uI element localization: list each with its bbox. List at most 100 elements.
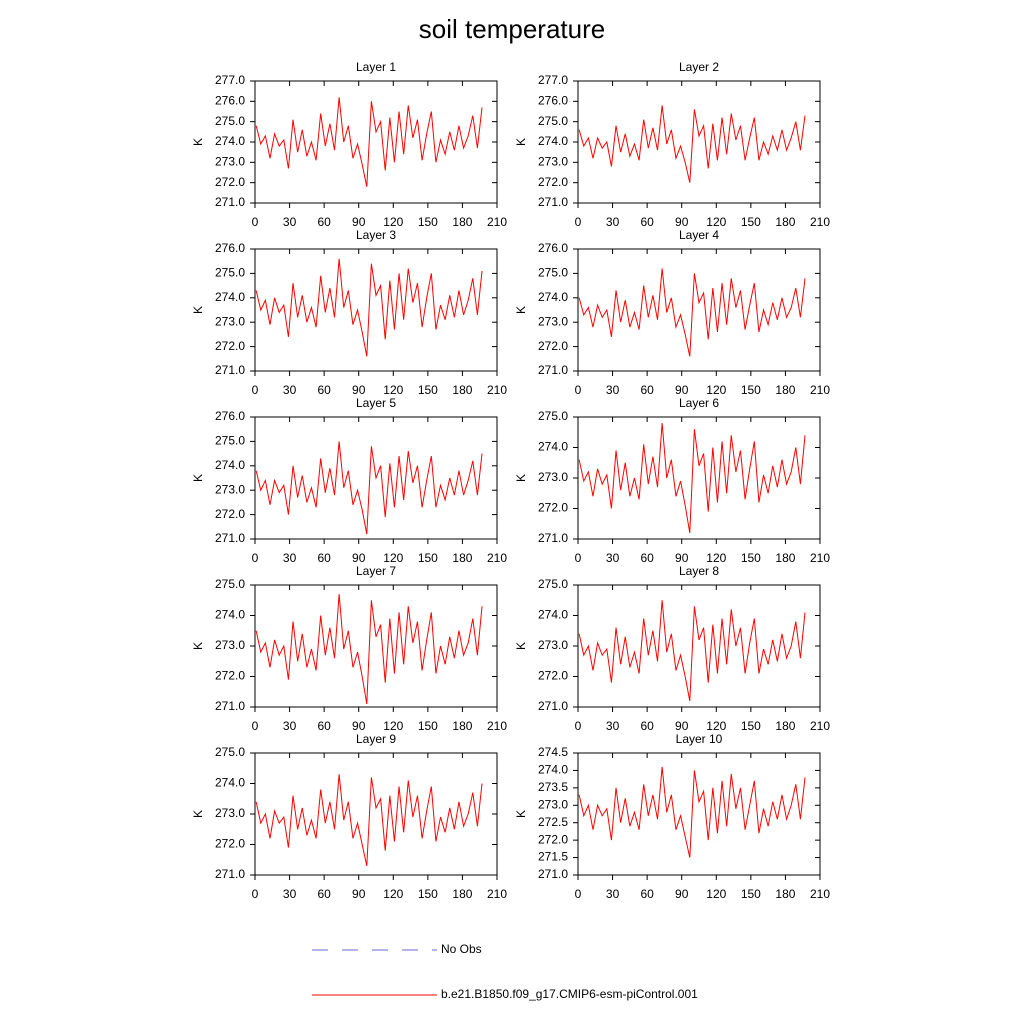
x-tick-label: 60 <box>317 887 331 901</box>
x-tick-label: 150 <box>418 719 438 733</box>
y-tick-label: 271.0 <box>215 363 245 377</box>
y-tick-label: 274.0 <box>215 608 245 622</box>
x-tick-label: 120 <box>706 215 726 229</box>
y-tick-label: 275.0 <box>215 434 245 448</box>
plot-frame <box>577 248 821 372</box>
y-tick-label: 271.0 <box>538 531 568 545</box>
y-axis-label: K <box>514 138 528 146</box>
x-tick-label: 210 <box>810 719 830 733</box>
data-line <box>578 600 806 701</box>
x-tick-label: 60 <box>317 551 331 565</box>
y-tick-label: 274.0 <box>538 763 568 777</box>
data-line <box>578 105 806 183</box>
x-tick-label: 0 <box>252 551 259 565</box>
x-tick-label: 60 <box>317 215 331 229</box>
y-tick-label: 273.5 <box>538 780 568 794</box>
y-tick-label: 272.0 <box>215 507 245 521</box>
x-tick-label: 180 <box>775 383 795 397</box>
x-tick-label: 30 <box>606 551 620 565</box>
panel-title: Layer 3 <box>356 228 396 242</box>
y-tick-label: 274.0 <box>215 290 245 304</box>
x-tick-label: 150 <box>418 215 438 229</box>
y-tick-label: 275.0 <box>215 114 245 128</box>
plot-frame <box>254 584 498 708</box>
y-tick-label: 273.0 <box>538 638 568 652</box>
x-tick-label: 180 <box>452 887 472 901</box>
y-tick-label: 272.0 <box>538 501 568 515</box>
x-tick-label: 60 <box>640 215 654 229</box>
y-tick-label: 276.0 <box>215 409 245 423</box>
x-tick-label: 120 <box>383 887 403 901</box>
y-tick-label: 272.0 <box>538 339 568 353</box>
y-tick-label: 272.0 <box>215 339 245 353</box>
legend-label: b.e21.B1850.f09_g17.CMIP6-esm-piControl.… <box>441 987 698 1001</box>
x-tick-label: 180 <box>775 719 795 733</box>
x-tick-label: 90 <box>352 551 366 565</box>
x-tick-label: 0 <box>575 551 582 565</box>
x-tick-label: 60 <box>640 719 654 733</box>
y-tick-label: 274.0 <box>538 290 568 304</box>
plot-frame <box>577 584 821 708</box>
y-tick-label: 272.5 <box>538 815 568 829</box>
y-tick-label: 272.0 <box>215 669 245 683</box>
panel-title: Layer 8 <box>679 564 719 578</box>
y-tick-label: 273.0 <box>538 797 568 811</box>
y-tick-label: 272.0 <box>538 669 568 683</box>
y-tick-label: 276.0 <box>538 94 568 108</box>
x-tick-label: 60 <box>640 383 654 397</box>
x-tick-label: 30 <box>283 551 297 565</box>
x-tick-label: 120 <box>706 719 726 733</box>
x-tick-label: 90 <box>352 887 366 901</box>
x-tick-label: 210 <box>487 551 507 565</box>
y-tick-label: 275.0 <box>215 266 245 280</box>
x-tick-label: 150 <box>741 719 761 733</box>
x-tick-label: 90 <box>675 551 689 565</box>
data-line <box>255 97 483 187</box>
data-line <box>255 774 483 866</box>
figure-title: soil temperature <box>419 14 605 44</box>
x-tick-label: 180 <box>452 551 472 565</box>
y-tick-label: 274.0 <box>538 440 568 454</box>
y-axis-label: K <box>514 642 528 650</box>
y-tick-label: 275.0 <box>538 266 568 280</box>
x-tick-label: 30 <box>606 215 620 229</box>
panel-title: Layer 7 <box>356 564 396 578</box>
x-tick-label: 120 <box>383 215 403 229</box>
y-tick-label: 274.0 <box>215 458 245 472</box>
y-tick-label: 276.0 <box>215 241 245 255</box>
x-tick-label: 210 <box>487 383 507 397</box>
y-tick-label: 274.0 <box>215 776 245 790</box>
x-tick-label: 90 <box>675 719 689 733</box>
x-tick-label: 90 <box>675 383 689 397</box>
x-tick-label: 210 <box>487 215 507 229</box>
y-axis-label: K <box>191 642 205 650</box>
plot-frame <box>577 752 821 876</box>
x-tick-label: 30 <box>606 887 620 901</box>
plot-frame <box>254 248 498 372</box>
y-tick-label: 277.0 <box>215 73 245 87</box>
x-tick-label: 90 <box>352 215 366 229</box>
x-tick-label: 150 <box>741 887 761 901</box>
panel-title: Layer 2 <box>679 60 719 74</box>
y-tick-label: 275.0 <box>538 577 568 591</box>
y-tick-label: 275.0 <box>538 114 568 128</box>
x-tick-label: 120 <box>383 551 403 565</box>
y-tick-label: 276.0 <box>215 94 245 108</box>
y-tick-label: 271.0 <box>538 195 568 209</box>
y-tick-label: 275.0 <box>215 577 245 591</box>
y-axis-label: K <box>191 474 205 482</box>
y-tick-label: 271.0 <box>215 699 245 713</box>
plot-frame <box>577 80 821 204</box>
x-tick-label: 60 <box>640 887 654 901</box>
panel-title: Layer 9 <box>356 732 396 746</box>
x-tick-label: 210 <box>810 887 830 901</box>
y-tick-label: 271.0 <box>538 867 568 881</box>
x-tick-label: 150 <box>741 383 761 397</box>
x-tick-label: 0 <box>252 215 259 229</box>
y-tick-label: 273.0 <box>538 155 568 169</box>
legend-label: No Obs <box>441 942 482 956</box>
x-tick-label: 30 <box>606 383 620 397</box>
y-tick-label: 272.0 <box>538 832 568 846</box>
y-tick-label: 277.0 <box>538 73 568 87</box>
